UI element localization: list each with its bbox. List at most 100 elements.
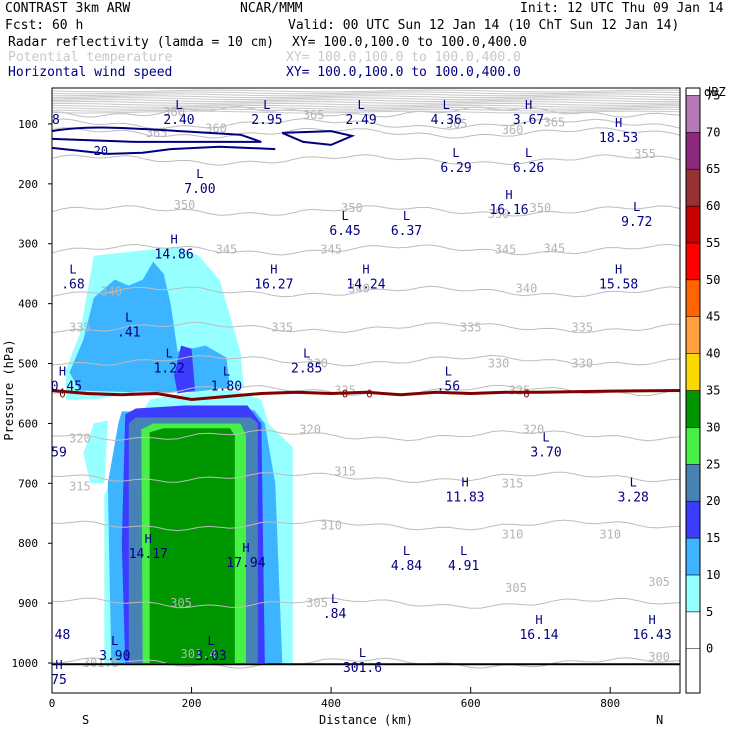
theta-contour-330 <box>52 354 680 367</box>
theta-label: 300 <box>648 650 670 664</box>
theta-label: 340 <box>516 282 538 296</box>
wind-extremum-value: 4.91 <box>448 559 479 574</box>
wind-extremum-value: 75 <box>51 673 67 688</box>
theta-label: 315 <box>69 479 91 493</box>
colorbar-swatch <box>685 464 701 502</box>
wind-extremum-marker: L <box>331 592 338 606</box>
theta-label: 340 <box>100 285 122 299</box>
colorbar-swatch <box>685 95 701 133</box>
wind-extremum-marker: H <box>525 98 532 112</box>
theta-label: 301.4 <box>180 647 216 661</box>
theta-label: 355 <box>634 147 656 161</box>
theta-contour-355 <box>52 154 680 166</box>
wind-extremum-value: 14.24 <box>346 278 385 293</box>
theta-label: 320 <box>523 422 545 436</box>
theta-label: 345 <box>216 243 238 257</box>
y-tick-label: 800 <box>18 537 38 550</box>
theta-label: 310 <box>599 527 621 541</box>
south-end-label: S <box>82 713 89 727</box>
wind-extremum-marker: L <box>525 146 532 160</box>
field1-xy: XY= 100.0,100.0 to 100.0,400.0 <box>292 35 527 50</box>
x-axis-label: Distance (km) <box>319 713 413 727</box>
colorbar-level-label: 40 <box>706 347 720 361</box>
model-title: CONTRAST 3km ARW <box>5 1 131 16</box>
colorbar-level-label: 55 <box>706 236 720 250</box>
field3-xy: XY= 100.0,100.0 to 100.0,400.0 <box>286 65 521 80</box>
theta-label: 350 <box>530 201 552 215</box>
wind-extremum-marker: H <box>145 532 152 546</box>
y-tick-label: 700 <box>18 477 38 490</box>
y-tick-label: 200 <box>18 178 38 191</box>
theta-dense-band <box>52 108 680 112</box>
wind-extremum-value: .41 <box>117 326 140 341</box>
colorbar-level-label: 35 <box>706 384 720 398</box>
theta-label: 310 <box>502 527 524 541</box>
wind-extremum-value: 11.83 <box>446 490 485 505</box>
wind-extremum-marker: L <box>341 209 348 223</box>
theta-label: 350 <box>174 198 196 212</box>
theta-label: 330 <box>306 357 328 371</box>
wind-extremum-value: 2.49 <box>345 113 376 128</box>
valid-time: Valid: 00 UTC Sun 12 Jan 14 (10 ChT Sun … <box>288 18 680 33</box>
theta-label: 330 <box>488 357 510 371</box>
theta-label: 325 <box>509 384 531 398</box>
theta-dense-band <box>52 93 680 97</box>
wind-extremum-value: 6.45 <box>329 224 360 239</box>
y-tick-label: 1000 <box>12 657 39 670</box>
theta-contour-380 <box>52 106 680 118</box>
wind-extremum-value: 17.94 <box>226 556 265 571</box>
theta-label: 365 <box>146 126 168 140</box>
wind-extremum-marker: L <box>166 347 173 361</box>
colorbar-swatch <box>685 242 701 281</box>
wind-extremum-value: 08 <box>44 113 60 128</box>
theta-contour-345 <box>52 243 680 256</box>
wind-extremum-value: 4.84 <box>391 559 422 574</box>
wind-extremum-value: .56 <box>437 380 460 395</box>
y-tick-label: 100 <box>18 118 38 131</box>
theta-label: 335 <box>271 321 293 335</box>
x-tick-label: 400 <box>321 697 341 710</box>
wind-extremum-value: 3.90 <box>99 649 130 664</box>
axes-layer: 0 200 400 600 800100200300400500600700800900… <box>12 118 621 710</box>
wind-extremum-marker: L <box>633 200 640 214</box>
wind-extremum-marker: L <box>196 167 203 181</box>
wind-extremum-marker: L <box>443 98 450 112</box>
plot-frame <box>51 87 681 694</box>
theta-contour-360 <box>52 127 680 139</box>
wind-extremum-value: 6.37 <box>391 224 422 239</box>
colorbar-level-label: 5 <box>706 605 713 619</box>
wind-extremum-value: 14.86 <box>155 248 194 263</box>
theta-label: 365 <box>544 116 566 130</box>
theta-label: 345 <box>320 243 342 257</box>
theta-dense-band <box>52 89 680 93</box>
wind-extremum-marker: H <box>242 541 249 555</box>
wind-extremum-value: 4.36 <box>431 113 462 128</box>
melting-level-contour <box>52 389 680 402</box>
colorbar-swatch <box>685 500 701 539</box>
wind-extremum-marker: H <box>362 263 369 277</box>
theta-label: 335 <box>69 321 91 335</box>
wind-extremum-marker: L <box>542 430 549 444</box>
wind-extremum-marker: L <box>125 311 132 325</box>
wind-extremum-value: 14.17 <box>129 547 168 562</box>
colorbar-swatch <box>685 316 701 354</box>
theta-label: 305 <box>648 575 670 589</box>
colorbar-level-label: 70 <box>706 125 720 139</box>
theta-contour-300 <box>52 657 680 669</box>
reflectivity-fill-layer <box>65 246 293 664</box>
theta-label: 360 <box>502 123 524 137</box>
wind-extremum-value: 10.45 <box>43 380 82 395</box>
wind-extremum-value: 18.53 <box>599 131 638 146</box>
theta-dense-band <box>52 91 680 95</box>
wind-extremum-marker: L <box>263 98 270 112</box>
colorbar-level-label: 15 <box>706 531 720 545</box>
forecast-hour: Fcst: 60 h <box>5 18 84 33</box>
theta-label: 320 <box>299 422 321 436</box>
wind-extremum-marker: H <box>461 475 468 489</box>
theta-dense-band <box>52 99 680 103</box>
colorbar-swatch <box>685 574 701 613</box>
y-axis-label: Pressure (hPa) <box>2 339 16 440</box>
plot-header: CONTRAST 3km ARW NCAR/MMM Init: 12 UTC T… <box>0 0 740 84</box>
